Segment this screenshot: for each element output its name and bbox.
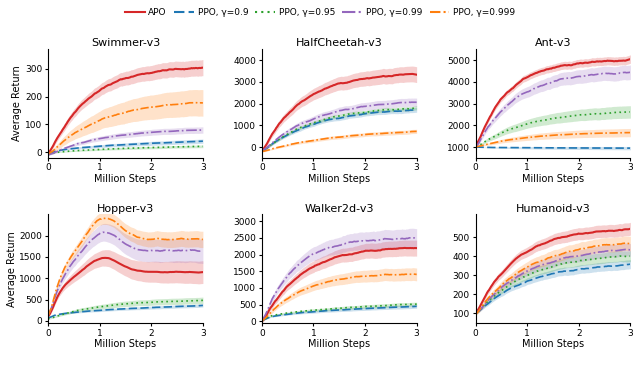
Title: HalfCheetah-v3: HalfCheetah-v3: [296, 38, 383, 49]
Title: Swimmer-v3: Swimmer-v3: [91, 38, 160, 49]
X-axis label: Million Steps: Million Steps: [308, 174, 371, 184]
X-axis label: Million Steps: Million Steps: [308, 339, 371, 349]
Title: Ant-v3: Ant-v3: [534, 38, 572, 49]
Title: Humanoid-v3: Humanoid-v3: [516, 204, 590, 214]
Y-axis label: Average Return: Average Return: [12, 66, 22, 142]
Title: Walker2d-v3: Walker2d-v3: [305, 204, 374, 214]
X-axis label: Million Steps: Million Steps: [94, 339, 157, 349]
X-axis label: Million Steps: Million Steps: [522, 174, 584, 184]
X-axis label: Million Steps: Million Steps: [522, 339, 584, 349]
X-axis label: Million Steps: Million Steps: [94, 174, 157, 184]
Title: Hopper-v3: Hopper-v3: [97, 204, 154, 214]
Legend: APO, PPO, γ=0.9, PPO, γ=0.95, PPO, γ=0.99, PPO, γ=0.999: APO, PPO, γ=0.9, PPO, γ=0.95, PPO, γ=0.9…: [121, 4, 519, 21]
Y-axis label: Average Return: Average Return: [6, 231, 17, 307]
